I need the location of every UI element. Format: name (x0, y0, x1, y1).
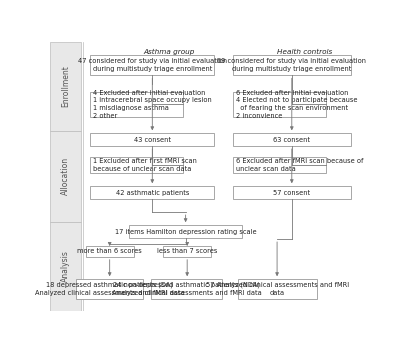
FancyBboxPatch shape (86, 246, 134, 257)
FancyBboxPatch shape (163, 246, 211, 257)
Text: Health controls: Health controls (276, 49, 332, 54)
Text: 4 Excluded after initial evaluation
1 intracerebral space occupy lesion
1 misdia: 4 Excluded after initial evaluation 1 in… (94, 90, 212, 119)
FancyBboxPatch shape (90, 54, 214, 75)
Text: 42 asthmatic patients: 42 asthmatic patients (116, 190, 189, 196)
FancyBboxPatch shape (90, 133, 214, 146)
Text: 69 considered for study via initial evaluation
during multistudy triage enrollme: 69 considered for study via initial eval… (217, 58, 366, 72)
Text: 47 considered for study via initial evaluation
during multistudy triage enrollme: 47 considered for study via initial eval… (78, 58, 227, 72)
FancyBboxPatch shape (90, 186, 214, 199)
FancyBboxPatch shape (129, 225, 242, 238)
Text: 17 items Hamilton depression rating scale: 17 items Hamilton depression rating scal… (115, 229, 256, 235)
Text: Asthma group: Asthma group (144, 49, 195, 55)
Text: less than 7 scores: less than 7 scores (157, 248, 217, 254)
FancyBboxPatch shape (238, 279, 317, 298)
FancyBboxPatch shape (151, 279, 222, 298)
Text: 6 Excluded after initial evaluation
4 Elected not to participate because
  of fe: 6 Excluded after initial evaluation 4 El… (236, 90, 358, 119)
FancyBboxPatch shape (76, 279, 143, 298)
Text: 57 consent: 57 consent (273, 190, 310, 196)
FancyBboxPatch shape (233, 157, 326, 173)
Text: 63 consent: 63 consent (273, 137, 310, 143)
Text: 1 Excluded after first fMRI scan
because of unclear scan data: 1 Excluded after first fMRI scan because… (94, 158, 197, 172)
FancyBboxPatch shape (90, 91, 183, 117)
FancyBboxPatch shape (233, 91, 326, 117)
Text: 18 depressed asthmatic patients (DA)
Analyzed clinical assessments and fMRI data: 18 depressed asthmatic patients (DA) Ana… (35, 282, 184, 296)
FancyBboxPatch shape (90, 157, 183, 173)
Text: more than 6 scores: more than 6 scores (77, 248, 142, 254)
Text: 57 Analyzed clinical assessments and fMRI
data: 57 Analyzed clinical assessments and fMR… (206, 282, 349, 296)
Text: Allocation: Allocation (61, 157, 70, 195)
FancyBboxPatch shape (50, 222, 81, 311)
FancyBboxPatch shape (50, 131, 81, 222)
FancyBboxPatch shape (233, 186, 351, 199)
Text: Enrollment: Enrollment (61, 65, 70, 107)
FancyBboxPatch shape (50, 42, 81, 131)
Text: 43 consent: 43 consent (134, 137, 171, 143)
Text: 24 non-depressed asthmatic patients (NDA)
Analyzed clinical assessments and fMRI: 24 non-depressed asthmatic patients (NDA… (112, 282, 261, 296)
FancyBboxPatch shape (233, 54, 351, 75)
FancyBboxPatch shape (233, 133, 351, 146)
Text: 6 Excluded after fMRI scan because of
unclear scan data: 6 Excluded after fMRI scan because of un… (236, 158, 363, 172)
Text: Analysis: Analysis (61, 250, 70, 282)
